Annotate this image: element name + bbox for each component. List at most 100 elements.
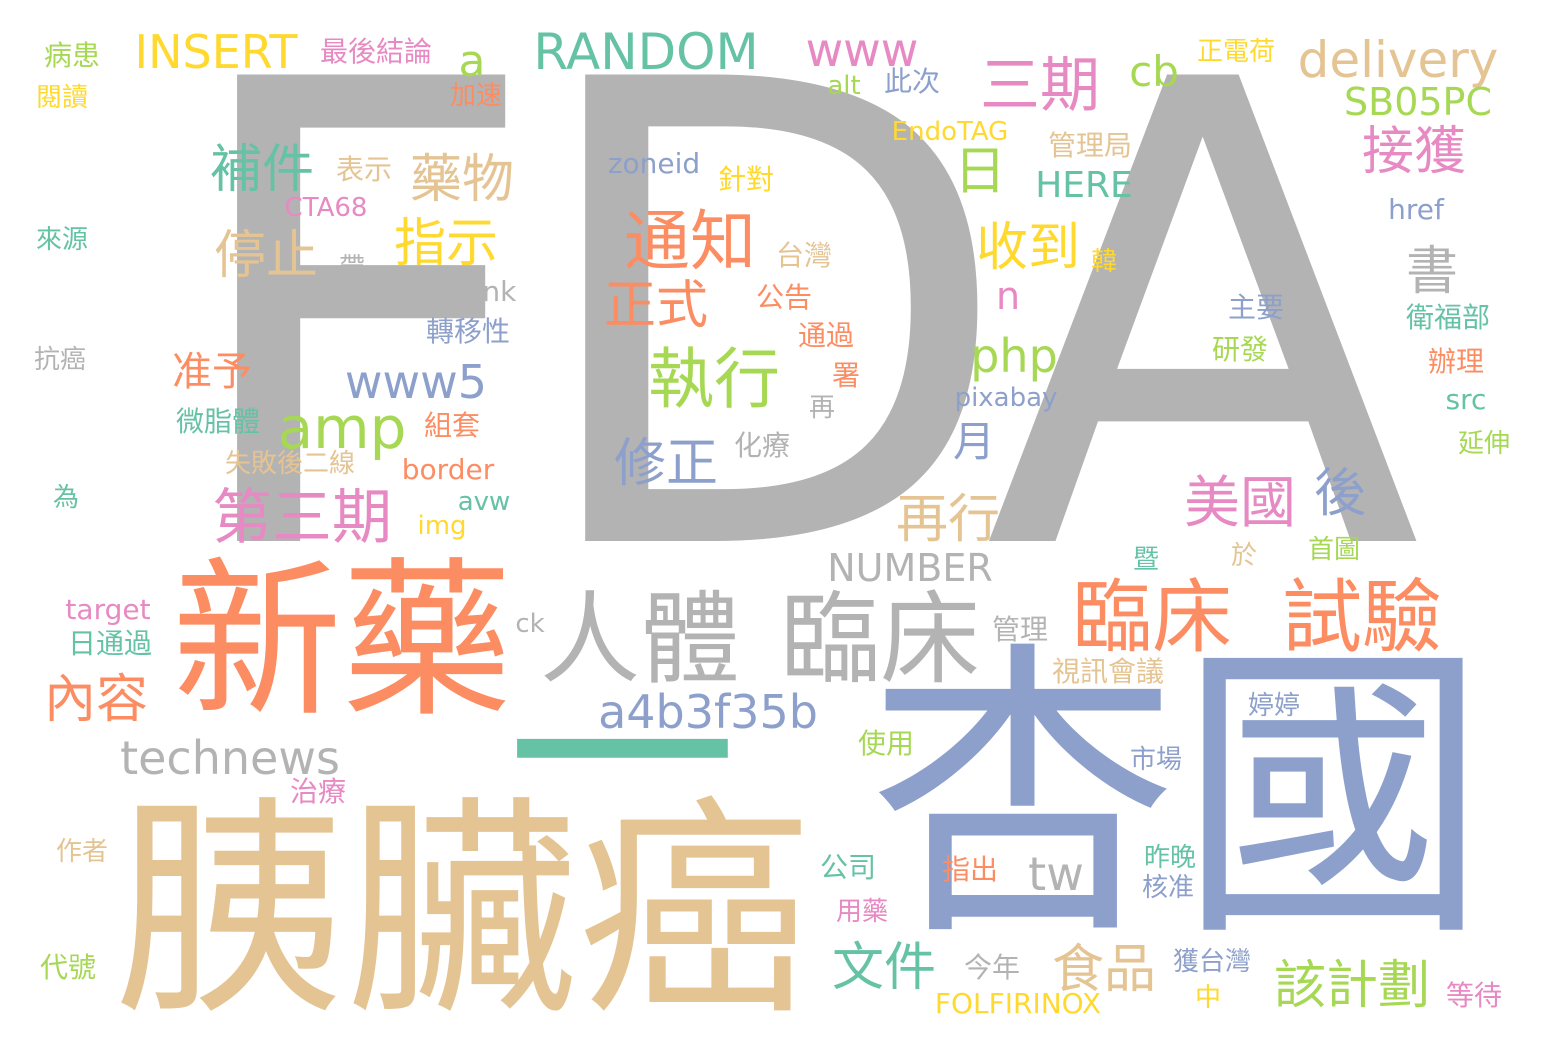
cloud-word-source: 來源 <box>35 225 89 255</box>
cloud-word-last-night: 昨晚 <box>1143 843 1197 873</box>
cloud-word-endotag: EndoTAG <box>891 117 1009 147</box>
cloud-word-here: HERE <box>1035 165 1133 206</box>
cloud-word-month: 月 <box>952 417 996 466</box>
cloud-word-after: 後 <box>1313 464 1367 524</box>
cloud-word-notice: 通知 <box>624 203 756 280</box>
cloud-word-received: 收到 <box>975 218 1081 278</box>
cloud-word-third-phase: 第三期 <box>212 483 392 553</box>
cloud-word-new-drug: 新藥 <box>171 543 513 741</box>
cloud-word-trial: 試驗 <box>1282 571 1442 664</box>
cloud-word-middle: 中 <box>1194 983 1222 1013</box>
cloud-word-files: 文件 <box>831 938 937 998</box>
cloud-word-this-time: 此次 <box>883 65 941 98</box>
cloud-word-usa: 美國 <box>1184 471 1296 536</box>
cloud-word-pancreatic-cancer: 胰臟癌 <box>113 777 811 1047</box>
cloud-word-blank: blank <box>439 275 517 308</box>
cloud-word-src: src <box>1445 383 1487 416</box>
cloud-word-img: img <box>417 511 467 541</box>
cloud-word-liposome: 微脂體 <box>175 405 261 438</box>
cloud-word-company-name: 杏國 <box>868 617 1488 978</box>
cloud-word-again: 再行 <box>895 490 1001 550</box>
cloud-word-border: border <box>401 453 495 486</box>
cloud-word-insert: INSERT <box>134 25 298 79</box>
cloud-word-document: 書 <box>1405 242 1459 302</box>
cloud-word-at: 於 <box>1230 541 1258 571</box>
cloud-word-waiting: 等待 <box>1445 979 1503 1012</box>
cloud-word-random: RANDOM <box>533 23 759 81</box>
cloud-word-phase-three: 三期 <box>980 51 1100 121</box>
cloud-word-approve: 核准 <box>1141 873 1195 903</box>
cloud-word-www: www <box>805 23 919 77</box>
cloud-word-grant: 准予 <box>172 349 252 395</box>
cloud-word-folfirinox: FOLFIRINOX <box>934 987 1102 1020</box>
cloud-word-content: 內容 <box>43 670 149 730</box>
cloud-word-formal: 正式 <box>603 276 709 336</box>
cloud-word-chemotherapy: 化療 <box>733 429 791 462</box>
cloud-word-manage: 管理 <box>991 613 1049 646</box>
cloud-word-company: 公司 <box>819 851 877 884</box>
cloud-word-office: 署 <box>831 359 861 392</box>
cloud-word-cover-image: 首圖 <box>1307 535 1361 565</box>
cloud-word-taiwan-obtained: 獲台灣 <box>1172 947 1252 977</box>
cloud-word-is: 為 <box>52 483 80 513</box>
cloud-word-clinical: 臨床 <box>1072 571 1232 664</box>
cloud-word-anticancer: 抗癌 <box>33 345 87 375</box>
cloud-word-tingting: 婷婷 <box>1247 691 1301 721</box>
cloud-word-treatment: 治療 <box>289 775 347 808</box>
cloud-word-amp: amp <box>277 394 407 462</box>
cloud-word-this-year: 今年 <box>963 951 1021 984</box>
cloud-word-metastatic: 轉移性 <box>425 315 511 348</box>
cloud-word-n: n <box>995 274 1021 318</box>
cloud-word-stop: 停止 <box>213 226 319 286</box>
cloud-word-handle: 辦理 <box>1427 345 1485 378</box>
cloud-word-mohw: 衛福部 <box>1405 301 1491 334</box>
cloud-word-day: 日 <box>953 142 1007 202</box>
cloud-word-patients: 病患 <box>43 39 101 72</box>
cloud-word-extend: 延伸 <box>1457 429 1511 459</box>
cloud-word-video-conference: 視訊會議 <box>1051 655 1165 688</box>
cloud-word-positive-charge: 正電荷 <box>1196 37 1276 67</box>
cloud-word-cta68: CTA68 <box>284 193 368 223</box>
cloud-word-and: 暨 <box>1132 545 1160 575</box>
cloud-word-php: php <box>970 329 1058 383</box>
cloud-word-regarding: 針對 <box>717 163 775 196</box>
cloud-word-tw: tw <box>1028 847 1084 901</box>
cloud-word-www5: www5 <box>344 355 488 409</box>
cloud-word-author: 作者 <box>55 837 109 867</box>
cloud-word-fda: FDA <box>174 0 1421 692</box>
cloud-word-second-line: 失敗後二線 <box>224 449 356 479</box>
cloud-word-food: 食品 <box>1051 940 1157 1000</box>
cloud-word-use: 使用 <box>857 727 915 760</box>
cloud-word-administration: 管理局 <box>1047 129 1133 162</box>
cloud-word-this-plan: 該計劃 <box>1273 956 1431 1016</box>
cloud-word-a: a <box>458 36 486 87</box>
cloud-word-obtained: 接獲 <box>1361 122 1467 182</box>
cloud-word-alt: alt <box>827 71 861 101</box>
cloud-word-point-out: 指出 <box>941 853 999 886</box>
cloud-word-accelerate: 加速 <box>449 81 503 111</box>
cloud-word-pixabay: pixabay <box>954 383 1058 413</box>
cloud-word-final-conclusion: 最後結論 <box>319 35 433 68</box>
cloud-word-medication: 用藥 <box>835 897 889 927</box>
cloud-word-delivery: delivery <box>1297 31 1499 89</box>
cloud-word-codename: 代號 <box>39 951 97 984</box>
cloud-word-ck: ck <box>515 609 545 639</box>
cloud-word-a4b3f35b: a4b3f35b <box>598 685 818 739</box>
cloud-word-sb05pc: SB05PC <box>1344 80 1492 124</box>
cloud-word-target: target <box>65 593 151 626</box>
cloud-word-clinical-gray: 臨床 <box>780 581 980 698</box>
cloud-word-kit: 組套 <box>423 409 481 442</box>
cloud-word-medicine: 藥物 <box>409 150 515 210</box>
cloud-word-avw: avw <box>457 487 511 517</box>
cloud-word-supplement: 補件 <box>209 140 315 200</box>
cloud-word-taiwan: 台灣 <box>775 239 833 272</box>
cloud-word-cb: cb <box>1129 47 1179 96</box>
cloud-word-re: 再 <box>808 393 836 423</box>
cloud-word-passed: 通過 <box>797 319 855 352</box>
cloud-word-main: 主要 <box>1227 291 1285 324</box>
cloud-word-announcement: 公告 <box>755 281 813 314</box>
cloud-word-market: 市場 <box>1129 745 1183 775</box>
cloud-word-reading: 閱讀 <box>35 83 89 113</box>
cloud-word-execute: 執行 <box>648 341 780 418</box>
